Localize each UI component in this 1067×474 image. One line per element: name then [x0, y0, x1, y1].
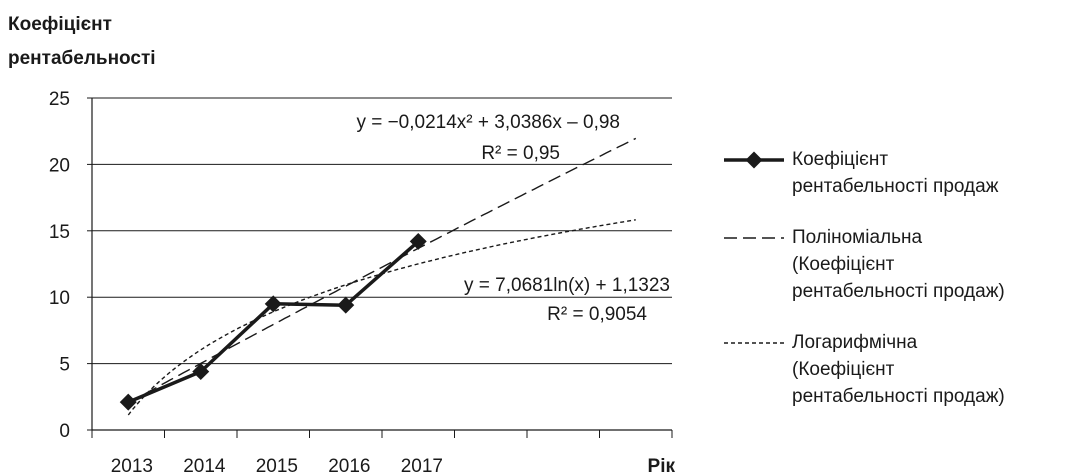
series-point-2015 [264, 295, 282, 313]
y-tick-label-0: 0 [59, 421, 70, 442]
y-axis-title-line-1: Коефіцієнт [8, 14, 112, 35]
legend-marker-long-dash [724, 237, 784, 239]
y-tick-label-15: 15 [49, 222, 70, 243]
equation-logarithmic: y = 7,0681ln(x) + 1,1323 [464, 275, 670, 296]
trendline-polynomial [127, 137, 637, 404]
series-point-2017 [409, 232, 427, 250]
y-tick-label-10: 10 [49, 288, 70, 309]
legend-label-series: Коефіцієнт рентабельності продаж [792, 149, 999, 197]
x-tick-label-2013: 2013 [111, 456, 153, 474]
legend-item-series: Коефіцієнт рентабельності продаж [722, 146, 1067, 200]
legend-marker-solid [724, 151, 784, 169]
y-tick-label-25: 25 [49, 89, 70, 110]
legend-label-logarithmic: Логарифмічна (Коефіцієнт рентабельності … [792, 332, 1005, 407]
data-series [119, 232, 427, 411]
series-point-2014 [192, 363, 210, 381]
y-axis-title-line-2: рентабельності [8, 48, 156, 69]
legend-item-logarithmic: Логарифмічна (Коефіцієнт рентабельності … [722, 329, 1067, 410]
y-tick-label-5: 5 [59, 355, 70, 376]
x-tick-label-2017: 2017 [401, 456, 443, 474]
series-point-2016 [337, 296, 355, 314]
axes [87, 97, 673, 438]
legend-item-polynomial: Поліноміальна (Коефіцієнт рентабельності… [722, 224, 1067, 305]
y-tick-label-20: 20 [49, 155, 70, 176]
legend-label-polynomial: Поліноміальна (Коефіцієнт рентабельності… [792, 227, 1005, 302]
series-line [127, 240, 420, 404]
trendline-equations: y = −0,0214x² + 3,0386x – 0,98 R² = 0,95 y… [356, 112, 670, 325]
series-point-2013 [119, 393, 137, 411]
r2-polynomial: R² = 0,95 [481, 143, 560, 164]
x-tick-label-2016: 2016 [328, 456, 370, 474]
axis-labels: 0 5 10 15 20 25 2013 2014 2015 2016 2017 Рік [49, 89, 676, 474]
y-axis-title: Коефіцієнт рентабельності [8, 8, 156, 76]
equation-polynomial: y = −0,0214x² + 3,0386x – 0,98 [356, 112, 620, 133]
legend-marker-short-dash [724, 342, 784, 344]
x-tick-label-2015: 2015 [256, 456, 298, 474]
x-axis-title: Рік [648, 456, 676, 474]
r2-logarithmic: R² = 0,9054 [547, 304, 647, 325]
x-tick-label-2014: 2014 [183, 456, 226, 474]
legend: Коефіцієнт рентабельності продаж Поліном… [722, 146, 1067, 434]
